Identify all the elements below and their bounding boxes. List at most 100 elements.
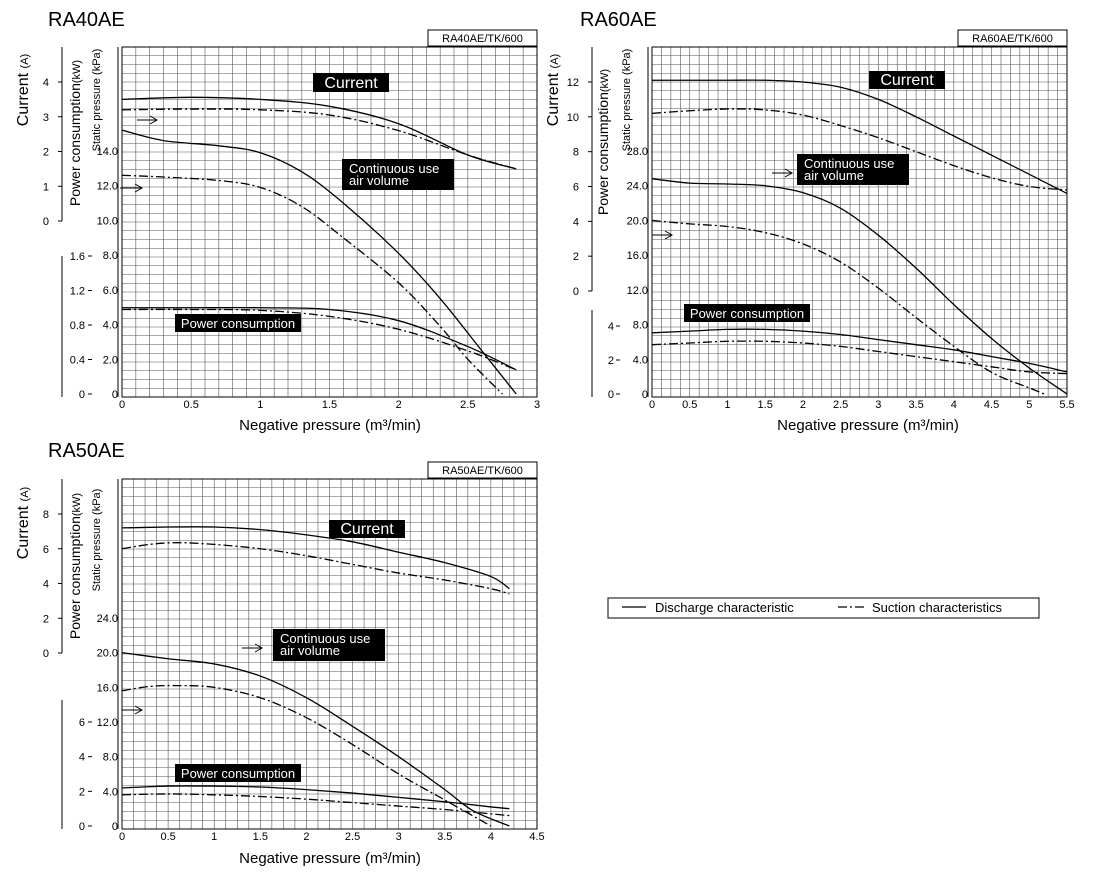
power-consumption-label: Power consumption <box>181 316 295 331</box>
pressure-tick-label: 8.0 <box>103 752 118 764</box>
current-label: Current <box>324 75 378 92</box>
pressure-tick-label: 14.0 <box>97 146 118 158</box>
model-tag-box <box>427 29 538 47</box>
power-tick-label: 6 <box>79 717 85 729</box>
current-tick-label: 12 <box>567 77 579 89</box>
power-axis-label: Power consumption <box>67 516 83 639</box>
pressure-axis-label: Static pressure <box>621 75 633 151</box>
power-tick-label: 0 <box>608 389 614 401</box>
x-tick-label: 1 <box>724 399 730 411</box>
x-tick-label: 5 <box>1026 399 1032 411</box>
power-tick-label: 0.8 <box>70 320 85 332</box>
arrow-icon <box>772 168 794 178</box>
x-tick-label: 1 <box>257 399 263 411</box>
current-tick-label: 8 <box>573 147 579 159</box>
current-label-box <box>869 71 945 89</box>
x-tick-label: 3 <box>875 399 881 411</box>
power-axis-label: Power consumption <box>595 92 611 215</box>
current-tick-label: 1 <box>43 181 49 193</box>
grid <box>121 46 538 398</box>
current-tick-label: 0 <box>43 216 49 228</box>
power-tick-label: 4 <box>79 752 85 764</box>
arrow-icon <box>242 643 264 653</box>
model-tag-box <box>957 29 1068 47</box>
pressure-tick-label: 0 <box>642 389 648 401</box>
power-axis-title: Power consumption(kW) <box>67 60 83 206</box>
power-tick-label: 0.4 <box>70 355 85 367</box>
model-tag: RA50AE/TK/600 <box>442 465 523 477</box>
x-tick-label: 2 <box>396 399 402 411</box>
power-axis-unit: (kW) <box>71 493 83 516</box>
model-tag: RA40AE/TK/600 <box>442 33 523 45</box>
x-tick-label: 1.5 <box>322 399 337 411</box>
x-tick-label: 0 <box>119 399 125 411</box>
pressure-tick-label: 4.0 <box>633 354 648 366</box>
x-tick-label: 4 <box>488 831 494 843</box>
chart-ra40ae: RA40AE RA40AE/TK/600 0 0.5 1 1.5 2 2.5 3 Negative… <box>15 9 540 434</box>
arrow-icon <box>122 705 144 715</box>
continuous-use-label: Continuous use air volume <box>804 156 894 183</box>
power-axis-title: Power consumption(kW) <box>595 69 611 215</box>
x-tick-label: 3 <box>396 831 402 843</box>
current-axis-title: Current (A) <box>15 487 32 559</box>
chart-title: RA60AE <box>580 9 657 31</box>
pressure-tick-label: 24.0 <box>627 181 648 193</box>
pressure-discharge-line <box>651 178 1068 395</box>
x-tick-label: 0 <box>119 831 125 843</box>
power-tick-label: 2 <box>608 355 614 367</box>
power-discharge-line <box>122 306 517 371</box>
current-suction-line <box>651 108 1068 191</box>
current-label: Current <box>340 521 394 538</box>
continuous-use-label: Continuous use air volume <box>349 161 439 188</box>
pressure-axis-title: Static pressure (kPa) <box>91 49 103 152</box>
pressure-tick-label: 0 <box>112 389 118 401</box>
chart-title: RA50AE <box>48 440 125 462</box>
current-axis-unit: (A) <box>19 487 31 502</box>
plot-frame <box>121 46 538 398</box>
pressure-tick-label: 4.0 <box>103 320 118 332</box>
x-tick-label: 4.5 <box>529 831 544 843</box>
pressure-axis-label: Static pressure <box>91 515 103 591</box>
power-axis-label: Power consumption <box>67 83 83 206</box>
x-tick-label: 3.5 <box>437 831 452 843</box>
current-tick-label: 0 <box>573 286 579 298</box>
power-consumption-label-box <box>175 764 301 782</box>
current-tick-label: 4 <box>43 77 49 89</box>
x-axis-label: Negative pressure (m³/min) <box>777 417 959 434</box>
power-consumption-label-box <box>175 314 301 332</box>
current-tick-label: 2 <box>573 251 579 263</box>
x-tick-label: 2 <box>303 831 309 843</box>
x-tick-label: 1 <box>211 831 217 843</box>
x-tick-label: 0.5 <box>682 399 697 411</box>
arrow-icon <box>652 230 674 240</box>
current-label-box <box>313 73 389 92</box>
x-tick-label: 2.5 <box>833 399 848 411</box>
current-label: Current <box>880 72 934 89</box>
pressure-tick-label: 6.0 <box>103 285 118 297</box>
pressure-tick-label: 2.0 <box>103 354 118 366</box>
chart-title: RA40AE <box>48 9 125 31</box>
current-axis-label: Current <box>545 68 562 126</box>
current-tick-label: 2 <box>43 147 49 159</box>
current-axis-label: Current <box>15 68 32 126</box>
current-suction-line <box>121 542 510 595</box>
x-tick-label: 0.5 <box>160 831 175 843</box>
x-axis-label: Negative pressure (m³/min) <box>239 417 421 434</box>
pressure-axis-unit: (kPa) <box>91 49 103 75</box>
x-tick-label: 5.5 <box>1059 399 1074 411</box>
x-tick-label: 0.5 <box>184 399 199 411</box>
power-tick-label: 1.2 <box>70 286 85 298</box>
power-tick-label: 4 <box>608 321 614 333</box>
chart-ra60ae: RA60AE RA60AE/TK/600 0 0.5 1 1.5 2 2.5 3 3.5 4 4.5 5… <box>545 9 1075 434</box>
current-axis-label: Current <box>15 501 32 559</box>
pressure-tick-label: 4.0 <box>103 786 118 798</box>
current-tick-label: 6 <box>43 544 49 556</box>
pressure-axis-unit: (kPa) <box>91 489 103 515</box>
pressure-axis-title: Static pressure (kPa) <box>621 49 633 152</box>
grid <box>651 46 1068 398</box>
pressure-axis-title: Static pressure (kPa) <box>91 489 103 592</box>
current-tick-label: 8 <box>43 509 49 521</box>
pressure-tick-label: 20.0 <box>627 215 648 227</box>
x-tick-label: 3 <box>534 399 540 411</box>
